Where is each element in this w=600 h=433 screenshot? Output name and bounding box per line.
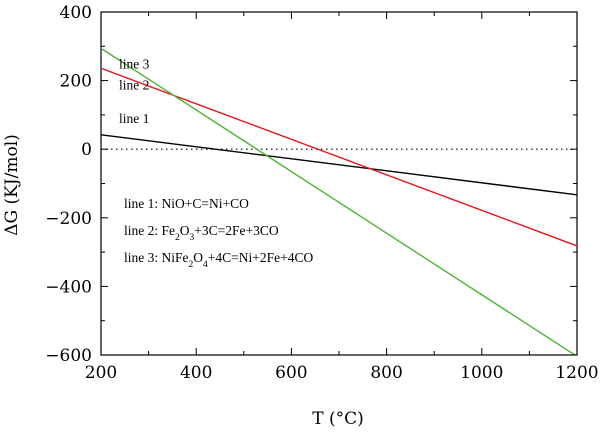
legend-prefix: line 3: xyxy=(124,250,162,265)
legend-subscript: 3 xyxy=(190,233,195,243)
series-lines xyxy=(101,47,577,355)
x-axis-title: T (°C) xyxy=(312,409,364,429)
y-tick-label: −400 xyxy=(45,277,92,297)
y-tick-label: 200 xyxy=(60,72,92,92)
legend-text-part: +4C=Ni+2Fe+4CO xyxy=(208,250,314,265)
x-tick-label: 1200 xyxy=(555,363,598,383)
legend-subscript: 2 xyxy=(189,260,194,270)
legend-subscript: 2 xyxy=(175,233,180,243)
axis-ticks xyxy=(100,11,578,356)
legend-entry-3: line 3: NiFe2O4+4C=Ni+2Fe+4CO xyxy=(124,250,313,270)
legend-text-part: NiO+C=Ni+CO xyxy=(162,196,250,211)
y-tick-label: 0 xyxy=(81,140,92,160)
x-tick-label: 400 xyxy=(180,363,212,383)
y-tick-label: 400 xyxy=(60,3,92,23)
annotation-1: line 1 xyxy=(119,111,149,126)
y-axis-title: ΔG (KJ/mol) xyxy=(2,134,22,236)
series-line-2 xyxy=(101,67,577,247)
y-tick-label: −200 xyxy=(45,209,92,229)
legend-text-part: Fe xyxy=(162,223,176,238)
y-tick-label: −600 xyxy=(45,346,92,366)
series-line-3 xyxy=(101,47,577,355)
series-line-1 xyxy=(101,134,577,196)
x-tick-label: 200 xyxy=(85,363,117,383)
x-tick-label: 800 xyxy=(370,363,402,383)
x-tick-label: 600 xyxy=(275,363,307,383)
legend-text-part: O xyxy=(193,250,203,265)
legend-prefix: line 2: xyxy=(124,223,162,238)
plot-frame xyxy=(100,11,578,356)
annotation-2: line 2 xyxy=(119,77,149,92)
legend-text-part: +3C=2Fe+3CO xyxy=(194,223,279,238)
x-tick-label: 1000 xyxy=(460,363,503,383)
annotation-3: line 3 xyxy=(119,56,150,71)
legend-entry-1: line 1: NiO+C=Ni+CO xyxy=(124,196,249,211)
legend-subscript: 4 xyxy=(203,260,208,270)
tick-labels: 200 400 600 800 1000 1200 −600 −400 −200 0 200 400 xyxy=(45,3,598,383)
plot-border xyxy=(100,11,578,356)
line-annotations: line 1 line 2 line 3 xyxy=(119,56,150,125)
legend-text-part: NiFe xyxy=(162,250,189,265)
legend-prefix: line 1: xyxy=(124,196,162,211)
legend-text-part: O xyxy=(180,223,190,238)
legend-entry-2: line 2: Fe2O3+3C=2Fe+3CO xyxy=(124,223,279,243)
